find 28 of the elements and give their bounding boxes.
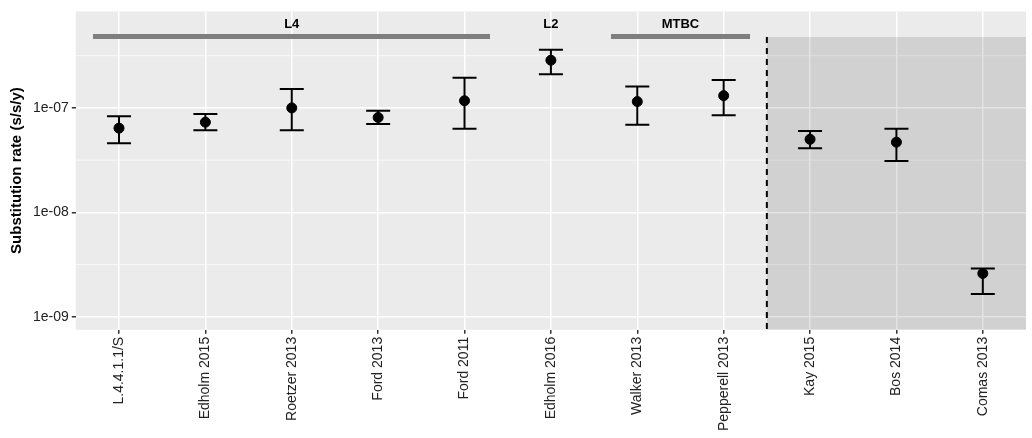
y-tick-label: 1e-07 [32,98,70,115]
y-axis-title: Substitution rate (s/s/y) [7,87,25,254]
point [199,116,211,128]
x-tick-label: Ford 2013 [369,336,385,401]
point [804,133,816,145]
annotation: MTBC [661,16,700,32]
x-tick-label: Pepperell 2013 [714,336,731,431]
point [890,136,902,148]
x-tick-label: Walker 2013 [628,336,645,415]
y-tick-label: 1e-09 [32,307,70,324]
x-tick-label: Roetzer 2013 [282,336,299,421]
point [631,96,643,108]
x-tick-label: Kay 2015 [800,336,817,396]
point [286,102,298,114]
x-tick-label: Ford 2011 [455,336,472,400]
x-tick-label: Comas 2013 [973,336,990,417]
x-tick-label: Bos 2014 [887,336,904,396]
annotation: L2 [543,16,559,32]
x-tick-label: Edholm 2015 [196,336,213,420]
annotation: L4 [284,16,301,32]
point [718,90,730,102]
x-tick-label: L.4.4.1.1/S [109,336,126,405]
point [545,54,557,66]
point [459,95,471,107]
point [113,122,125,134]
x-tick-label: Edholm 2016 [541,336,558,420]
y-tick-label: 1e-08 [32,203,70,220]
point [372,111,384,123]
